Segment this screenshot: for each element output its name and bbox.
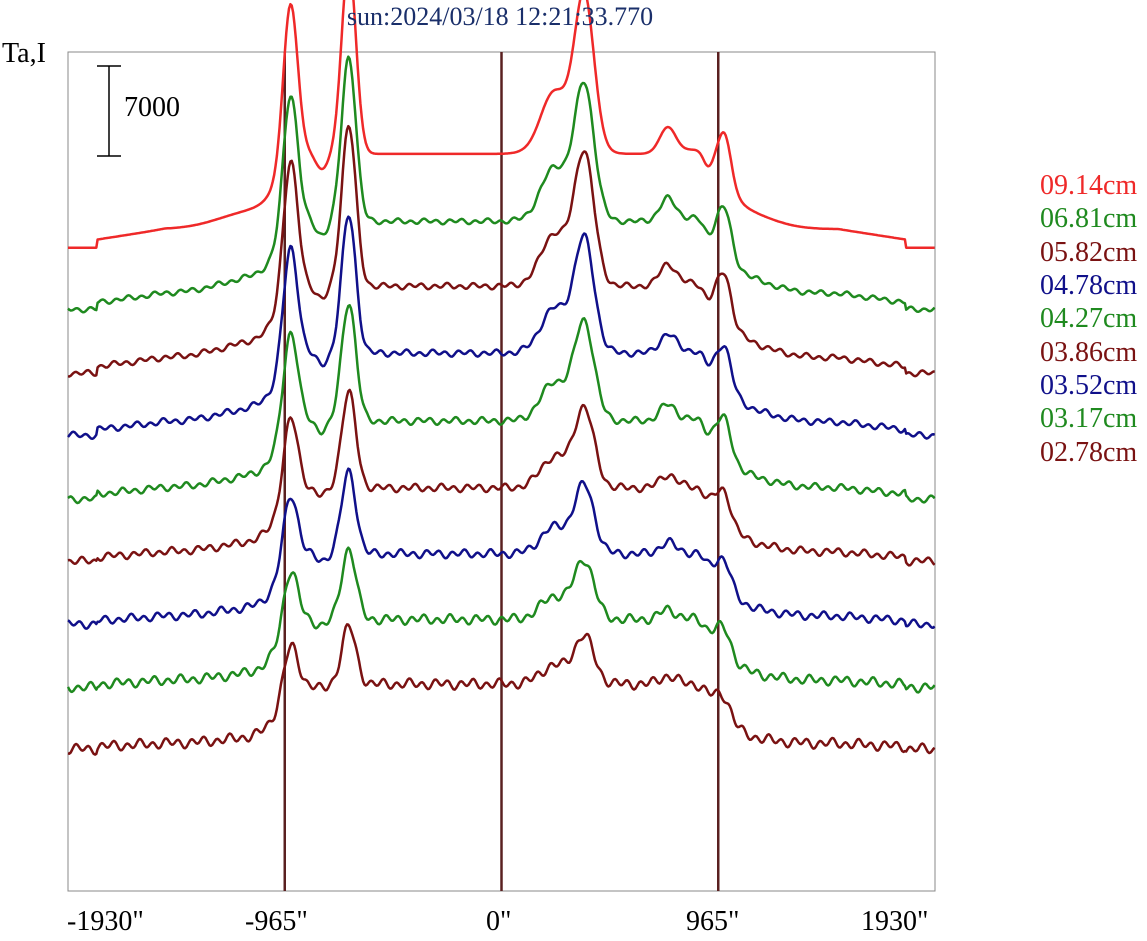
x-tick-label: 1930" bbox=[861, 906, 929, 937]
y-axis-label: Ta,I bbox=[2, 38, 46, 69]
legend-entry: 03.52cm bbox=[1040, 370, 1138, 401]
series-line-03.17cm bbox=[66, 546, 936, 694]
series-line-04.78cm bbox=[67, 215, 936, 441]
x-tick-label: -965" bbox=[245, 906, 308, 937]
chart-title: sun:2024/03/18 12:21:33.770 bbox=[346, 2, 654, 31]
series-line-05.82cm bbox=[67, 124, 935, 378]
legend-entry: 03.86cm bbox=[1040, 337, 1138, 368]
x-tick-label: -1930" bbox=[67, 906, 144, 937]
x-tick-label: 965" bbox=[686, 906, 740, 937]
series-line-04.27cm bbox=[67, 304, 936, 505]
series-line-03.52cm bbox=[67, 467, 936, 630]
series-group bbox=[66, 0, 936, 756]
series-line-06.81cm bbox=[67, 55, 936, 314]
series-line-09.14cm bbox=[68, 0, 935, 249]
series-line-02.78cm bbox=[67, 623, 936, 756]
legend-entry: 05.82cm bbox=[1040, 237, 1138, 268]
vertical-reference-lines bbox=[283, 52, 720, 891]
scale-bar-label: 7000 bbox=[124, 92, 180, 123]
scale-bar bbox=[97, 65, 121, 157]
x-tick-label: 0" bbox=[486, 906, 512, 937]
legend-entry: 04.78cm bbox=[1040, 270, 1138, 301]
legend-entry: 02.78cm bbox=[1040, 437, 1138, 468]
legend-entry: 03.17cm bbox=[1040, 403, 1138, 434]
series-line-03.86cm bbox=[67, 388, 936, 567]
legend-entry: 06.81cm bbox=[1040, 203, 1138, 234]
legend-entry: 04.27cm bbox=[1040, 303, 1138, 334]
legend-entry: 09.14cm bbox=[1040, 170, 1138, 201]
